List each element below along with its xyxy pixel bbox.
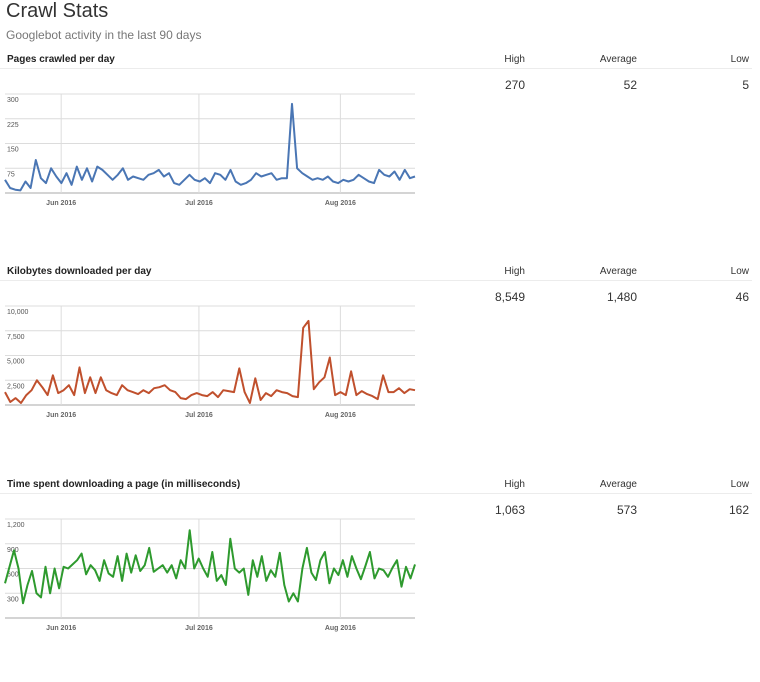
pages-crawled-chart[interactable]: 300 225 150 75 Jun 2016 Jul 2016 Aug 2016: [0, 78, 420, 214]
stat-low-value: 5: [742, 78, 749, 92]
page-subtitle: Googlebot activity in the last 90 days: [6, 28, 202, 42]
x-tick-label: Jun 2016: [46, 412, 76, 419]
section-title: Time spent downloading a page (in millis…: [7, 479, 241, 490]
page-title: Crawl Stats: [6, 0, 109, 22]
stat-low-value: 46: [735, 290, 749, 304]
chart-svg: 300 225 150 75 Jun 2016 Jul 2016 Aug 2016: [4, 93, 416, 207]
y-tick-label: 900: [7, 547, 19, 554]
y-tick-label: 600: [7, 572, 19, 579]
kilobytes-downloaded-chart[interactable]: 10,000 7,500 5,000 2,500 Jun 2016 Jul 2016 Aug…: [0, 290, 420, 426]
section-title: Pages crawled per day: [7, 54, 115, 65]
section-download-time: Time spent downloading a page (in millis…: [0, 477, 760, 682]
section-pages-crawled: Pages crawled per day High Average Low 2…: [0, 52, 760, 257]
y-tick-label: 2,500: [7, 383, 25, 390]
stat-low-value: 162: [728, 503, 749, 517]
stat-high-value: 8,549: [494, 290, 525, 304]
x-tick-label: Aug 2016: [325, 200, 356, 207]
x-tick-label: Jun 2016: [46, 625, 76, 632]
y-tick-label: 225: [7, 122, 19, 129]
stat-high-value: 1,063: [494, 503, 525, 517]
stat-high-label: High: [504, 54, 525, 65]
download-time-chart[interactable]: 1,200 900 600 300 Jun 2016 Jul 2016 Aug 2016: [0, 503, 420, 639]
y-tick-label: 1,200: [7, 522, 25, 529]
stat-low-label: Low: [730, 479, 749, 490]
section-header: Time spent downloading a page (in millis…: [0, 477, 752, 494]
y-tick-label: 5,000: [7, 359, 25, 366]
y-tick-label: 300: [7, 97, 19, 104]
y-tick-label: 150: [7, 147, 19, 154]
x-tick-label: Aug 2016: [325, 412, 356, 419]
section-kilobytes-downloaded: Kilobytes downloaded per day High Averag…: [0, 264, 760, 469]
stat-low-label: Low: [730, 54, 749, 65]
x-tick-label: Jul 2016: [185, 625, 213, 632]
stat-high-label: High: [504, 266, 525, 277]
y-tick-label: 10,000: [7, 309, 29, 316]
chart-svg: 10,000 7,500 5,000 2,500 Jun 2016 Jul 2016 Aug…: [4, 305, 416, 419]
section-header: Kilobytes downloaded per day High Averag…: [0, 264, 752, 281]
y-tick-label: 7,500: [7, 334, 25, 341]
stat-average-value: 573: [616, 503, 637, 517]
series-line[interactable]: [4, 529, 416, 605]
section-header: Pages crawled per day High Average Low: [0, 52, 752, 69]
chart-svg: 1,200 900 600 300 Jun 2016 Jul 2016 Aug 2016: [4, 518, 416, 632]
series-line[interactable]: [4, 102, 416, 192]
x-tick-label: Jul 2016: [185, 200, 213, 207]
stat-average-label: Average: [599, 54, 637, 65]
x-tick-label: Jul 2016: [185, 412, 213, 419]
stat-high-label: High: [504, 479, 525, 490]
stat-average-value: 52: [623, 78, 637, 92]
stat-high-value: 270: [504, 78, 525, 92]
y-tick-label: 75: [7, 171, 15, 178]
series-line[interactable]: [4, 319, 416, 404]
x-tick-label: Jun 2016: [46, 200, 76, 207]
x-tick-label: Aug 2016: [325, 625, 356, 632]
stat-average-label: Average: [599, 266, 637, 277]
stat-average-value: 1,480: [606, 290, 637, 304]
stat-low-label: Low: [730, 266, 749, 277]
section-title: Kilobytes downloaded per day: [7, 266, 152, 277]
stat-average-label: Average: [599, 479, 637, 490]
y-tick-label: 300: [7, 596, 19, 603]
